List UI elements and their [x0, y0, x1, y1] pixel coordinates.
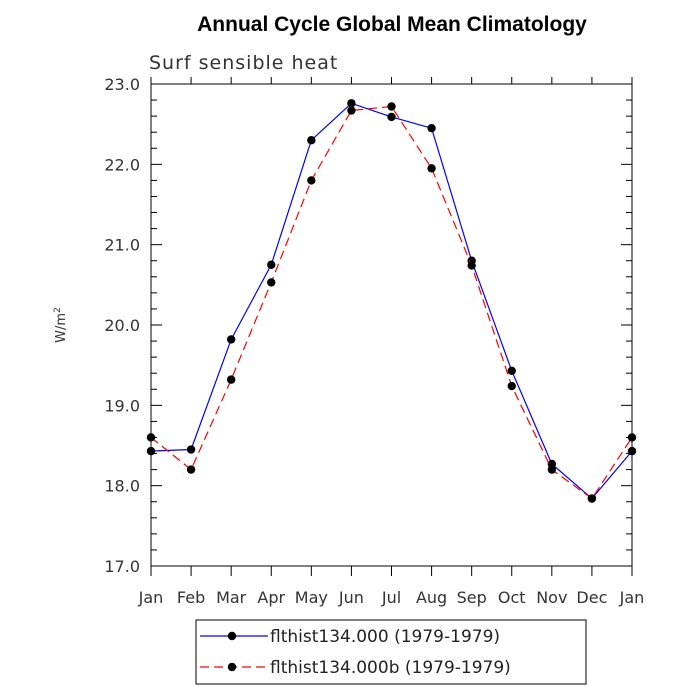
series-line — [150, 102, 633, 500]
chart-subtitle: Surf sensible heat — [149, 52, 338, 74]
x-tick-label: Feb — [177, 588, 205, 607]
data-point — [627, 433, 637, 442]
data-point — [387, 112, 396, 122]
plot-frame — [150, 83, 633, 567]
x-tick-label: May — [295, 588, 328, 607]
y-tick-label: 22.0 — [104, 155, 140, 174]
data-point — [587, 494, 597, 503]
data-point — [507, 381, 516, 391]
y-tick-label: 18.0 — [104, 477, 140, 496]
legend-box — [195, 619, 587, 685]
data-point — [627, 446, 637, 456]
y-tick-label: 17.0 — [104, 557, 140, 576]
x-tick-label: Mar — [216, 588, 247, 607]
data-point — [226, 375, 236, 384]
data-point — [347, 99, 356, 108]
x-tick-label: Sep — [457, 588, 487, 607]
data-point — [267, 260, 276, 269]
data-point — [186, 465, 196, 474]
data-point — [186, 445, 196, 454]
series-2 — [146, 102, 637, 503]
series-line — [150, 105, 633, 500]
y-axis-label: W/m2 — [53, 307, 69, 343]
data-point — [226, 335, 236, 344]
y-axis-label-unit: W/m — [54, 313, 69, 343]
axes-layer: 17.0 18.0 19.0 20.0 21.0 22.0 23.0 Jan Feb Mar Apr… — [104, 75, 644, 607]
data-point — [427, 164, 436, 173]
y-tick-label: 23.0 — [104, 75, 140, 94]
legend: flthist134.000 (1979-1979) flthist134.000… — [195, 619, 587, 685]
data-point — [307, 136, 316, 145]
legend-label: flthist134.000b (1979-1979) — [270, 658, 511, 678]
x-tick-label: Jun — [338, 588, 364, 607]
x-tick-label: Aug — [416, 588, 447, 607]
x-tick-label: Apr — [257, 588, 285, 607]
y-axis-label-superscript: 2 — [53, 307, 63, 313]
data-point — [387, 102, 396, 111]
x-tick-label: Dec — [576, 588, 607, 607]
data-point — [146, 446, 156, 456]
y-tick-label: 21.0 — [104, 236, 140, 255]
data-point — [427, 123, 436, 133]
chart-title: Annual Cycle Global Mean Climatology — [197, 13, 587, 36]
data-point — [146, 433, 156, 442]
x-tick-label: Jul — [381, 588, 401, 607]
x-tick-label: Jan — [619, 588, 645, 607]
data-point — [547, 465, 557, 474]
data-point — [507, 366, 516, 375]
x-tick-label: Oct — [498, 588, 526, 607]
data-point — [347, 106, 356, 115]
data-point — [267, 278, 276, 287]
series-layer — [146, 99, 637, 503]
legend-marker — [227, 662, 237, 672]
data-point — [307, 176, 316, 185]
legend-label: flthist134.000 (1979-1979) — [270, 627, 500, 647]
data-point — [467, 261, 476, 270]
series-1 — [146, 99, 637, 503]
y-tick-label: 20.0 — [104, 316, 140, 335]
y-tick-label: 19.0 — [104, 396, 140, 415]
legend-marker — [227, 631, 237, 641]
x-tick-label: Nov — [536, 588, 567, 607]
x-tick-label: Jan — [138, 588, 164, 607]
